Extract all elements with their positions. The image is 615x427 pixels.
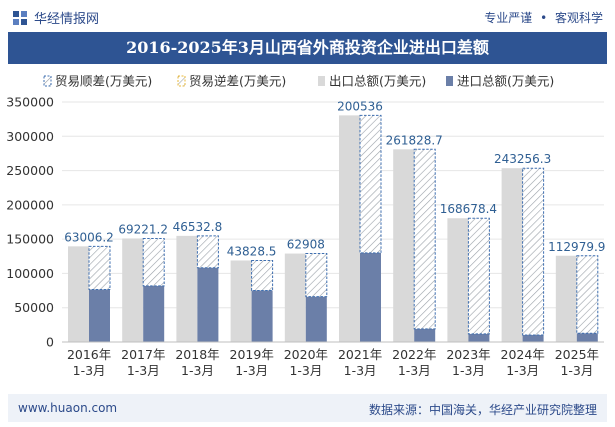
data-label: 112979.9 [548,240,605,254]
x-tick-label: 1-3月 [398,363,431,378]
export-bar [501,168,523,342]
export-bar [68,246,89,342]
export-bar [447,218,469,342]
export-bar [555,255,577,342]
surplus-bar [142,237,165,287]
top-bar: 华经情报网 专业严谨 • 客观科学 [0,0,615,32]
export-bar [339,115,360,342]
surplus-bar [522,167,545,336]
export-bar [393,149,415,342]
x-tick-label: 2016年 [67,347,111,362]
legend-swatch-deficit [177,75,186,87]
chart: 贸易顺差(万美元) 贸易逆差(万美元) 出口总额(万美元) 进口总额(万美元) 0 500… [6,74,605,379]
y-tick-label: 100000 [6,266,54,281]
y-tick-label: 350000 [6,95,54,110]
site-logo[interactable]: 华经情报网 [12,8,99,27]
export-bar [122,238,144,342]
y-tick-label: 250000 [6,163,54,178]
surplus-bar [88,245,111,291]
x-tick-label: 1-3月 [289,363,322,378]
import-bar [143,285,165,342]
data-label: 43828.5 [227,244,277,258]
tagline-left: 专业严谨 [484,11,533,25]
y-tick-label: 200000 [6,197,54,212]
surplus-bar [251,259,274,292]
x-tick-label: 2017年 [121,347,165,362]
surplus-bar [359,114,382,254]
import-bar [89,289,110,342]
surplus-bar [196,235,219,269]
tagline-separator: • [540,11,548,25]
legend-swatch-import [446,76,453,86]
import-bar [522,335,544,342]
x-tick-label: 2024年 [501,347,545,362]
x-tick-label: 1-3月 [235,363,268,378]
x-tick-label: 2025年 [555,347,599,362]
import-bar [305,296,327,342]
legend-label: 贸易逆差(万美元) [189,74,286,89]
data-label: 69221.2 [118,222,168,236]
import-bar [360,252,381,342]
surplus-bar [305,253,328,298]
tagline: 专业严谨 • 客观科学 [484,9,603,26]
x-tick-label: 1-3月 [73,363,106,378]
x-tick-label: 2022年 [392,347,436,362]
x-tick-label: 1-3月 [344,363,377,378]
x-tick-label: 1-3月 [560,363,593,378]
data-label: 168678.4 [440,202,497,216]
footer-url[interactable]: www.huaon.com [18,401,118,415]
legend-swatch-export [318,76,325,86]
data-label: 243256.3 [494,152,551,166]
x-tick-label: 2021年 [338,347,382,362]
title-bar: 2016-2025年3月山西省外商投资企业进出口差额 [8,32,607,64]
surplus-bar [413,148,436,330]
y-tick-label: 150000 [6,232,54,247]
export-bar [284,253,306,342]
import-bar [468,333,490,342]
footer-bar: www.huaon.com 数据来源：中国海关，华经产业研究院整理 [8,394,607,422]
legend-label: 出口总额(万美元) [329,74,426,89]
export-bar [230,260,252,342]
import-bar [197,267,219,342]
data-label: 63006.2 [64,230,114,244]
legend-swatch-surplus [43,75,52,87]
legend-label: 进口总额(万美元) [457,74,554,89]
import-bar [251,290,273,342]
data-label: 46532.8 [173,220,223,234]
logo-icon [13,10,27,25]
surplus-bar [576,255,599,334]
x-tick-label: 1-3月 [127,363,160,378]
x-tick-label: 2019年 [230,347,274,362]
data-label: 200536 [337,99,383,113]
x-tick-label: 1-3月 [452,363,485,378]
chart-title: 2016-2025年3月山西省外商投资企业进出口差额 [126,38,489,57]
data-label: 62908 [287,238,325,252]
tagline-right: 客观科学 [554,11,603,25]
x-tick-label: 2018年 [175,347,219,362]
footer-source: 数据来源：中国海关，华经产业研究院整理 [368,403,597,417]
y-tick-label: 300000 [6,129,54,144]
x-tick-label: 2020年 [284,347,328,362]
x-tick-label: 2023年 [446,347,490,362]
y-tick-label: 50000 [14,300,54,315]
x-tick-label: 1-3月 [181,363,214,378]
legend-label: 贸易顺差(万美元) [55,74,152,89]
site-name: 华经情报网 [34,12,100,27]
import-bar [576,333,598,342]
y-tick-label: 0 [46,335,54,350]
import-bar [414,328,436,342]
surplus-bar [467,217,490,335]
x-tick-label: 1-3月 [506,363,539,378]
data-label: 261828.7 [386,133,443,147]
export-bar [176,235,198,342]
